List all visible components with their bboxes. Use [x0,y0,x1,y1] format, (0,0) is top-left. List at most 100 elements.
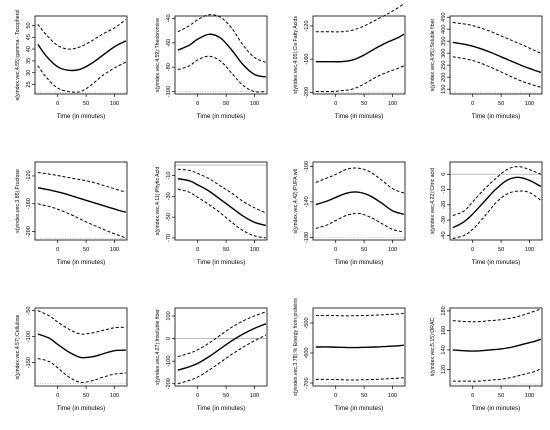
lower-confidence-band [37,203,127,239]
x-axis-title: Time (in minutes) [335,113,383,120]
x-tick-label: 50 [223,101,229,107]
y-tick-label: -150 [26,357,32,368]
y-tick-label: 400 [441,25,447,34]
y-axis-title: s(yindex.vec,4.42):PUFA w6 [293,168,299,233]
upper-confidence-band [37,310,126,335]
lower-confidence-band [177,55,266,93]
y-tick-label: -140 [304,196,310,207]
y-tick-label: -70 [166,234,172,242]
smooth-estimate-line [452,176,542,229]
y-tick-label: -500 [304,317,310,328]
y-tick-label: -180 [304,232,310,243]
y-tick-label: 160 [441,326,447,335]
upper-confidence-band [315,312,404,317]
lower-confidence-band [37,357,126,384]
smooth-estimate-line [315,33,405,63]
upper-confidence-band [452,21,542,54]
x-axis-title: Time (in minutes) [57,405,105,412]
y-tick-label: -100 [304,161,310,172]
smooth-estimate-line [37,187,127,213]
x-axis-title: Time (in minutes) [472,405,520,412]
upper-confidence-band [452,166,542,216]
y-axis-title: s(yindex.vec,5.15):ORAC [430,317,436,376]
smooth-estimate-line [315,344,404,349]
y-tick-label: -30 [441,216,447,224]
plot-frame [312,307,406,387]
x-tick-label: 0 [471,393,474,399]
upper-confidence-band [452,308,542,323]
x-tick-label: 50 [498,393,504,399]
x-tick-label: 0 [334,393,337,399]
lower-confidence-band [452,368,542,382]
x-tick-label: 100 [388,247,397,253]
plot-frame [174,15,268,95]
upper-confidence-band [177,311,267,358]
y-tick-label: -20 [441,201,447,209]
plot-frame [312,161,406,241]
y-tick-label: -120 [304,20,310,31]
panel-6: 0 50 100 -70 -50 -30 -10 Time (in minutes) s(yin… [155,161,268,266]
x-tick-label: 0 [196,393,199,399]
y-tick-label: -600 [304,347,310,358]
lower-confidence-band [37,61,127,93]
y-tick-label: -100 [26,331,32,342]
x-tick-label: 0 [56,247,59,253]
y-tick-label: 45 [26,34,32,40]
lower-confidence-band [177,334,267,385]
y-tick-label: 450 [441,13,447,22]
x-axis-title: Time (in minutes) [57,113,105,120]
y-tick-label: 120 [441,365,447,374]
x-tick-label: 50 [361,101,367,107]
x-tick-label: 100 [250,247,259,253]
y-tick-label: 0 [441,173,447,176]
y-tick-label: 180 [441,306,447,315]
x-tick-label: 0 [471,101,474,107]
y-tick-label: 50 [26,22,32,28]
x-tick-label: 100 [388,393,397,399]
y-tick-label: 40 [26,46,32,52]
y-axis-title: s(yindex.vec,4.59):Theobromine [155,18,161,92]
y-tick-label: -160 [304,54,310,65]
upper-confidence-band [37,19,127,50]
x-tick-label: 50 [223,247,229,253]
plot-frame [449,15,543,95]
y-tick-label: -100 [166,86,172,97]
y-axis-title: s(yindex.vec,4.05):Cis Fatty Acids [293,16,299,94]
upper-confidence-band [315,167,405,194]
y-tick-label: -40 [166,14,172,22]
panel-10: 0 50 100 -200 -100 0 100 Time (in minutes) s(yin… [155,307,268,412]
y-tick-label: 140 [441,345,447,354]
y-tick-label: 35 [26,58,32,64]
panel-2: 0 50 100 -100 -80 -60 -40 Time (in minutes) s(yi… [155,14,268,120]
x-axis-title: Time (in minutes) [57,259,105,266]
panel-1: 0 50 100 25 30 35 40 45 50 Time (in minutes) s(yin… [15,10,128,120]
x-axis-title: Time (in minutes) [197,405,245,412]
x-tick-label: 50 [361,393,367,399]
x-tick-label: 100 [110,247,119,253]
x-axis-title: Time (in minutes) [197,259,245,266]
plot-frame [449,161,543,241]
y-tick-label: -160 [26,198,32,209]
smooth-estimate-line [177,323,267,371]
y-tick-label: 200 [441,73,447,82]
y-tick-label: -100 [166,356,172,367]
y-tick-label: 250 [441,61,447,70]
plot-frame [449,307,543,387]
plot-frame [174,161,268,241]
y-tick-label: -120 [26,170,32,181]
x-tick-label: 100 [388,101,397,107]
x-tick-label: 100 [250,101,259,107]
x-tick-label: 0 [56,101,59,107]
x-axis-title: Time (in minutes) [335,405,383,412]
y-axis-title: s(yindex.vec,4.95):Soluble fiber [430,19,436,92]
x-tick-label: 100 [525,393,534,399]
panel-11: 0 50 100 -700 -600 -500 Time (in minutes) s(yin… [293,298,406,412]
y-tick-label: -80 [166,63,172,71]
y-axis-title: s(yindex.vec,4.57):Cellulose [15,314,21,379]
lower-confidence-band [315,377,404,381]
y-axis-title: s(yindex.vec,3.85):Fructose [15,169,21,233]
y-tick-label: 25 [26,81,32,87]
x-tick-label: 0 [471,247,474,253]
plot-frame [174,307,268,387]
